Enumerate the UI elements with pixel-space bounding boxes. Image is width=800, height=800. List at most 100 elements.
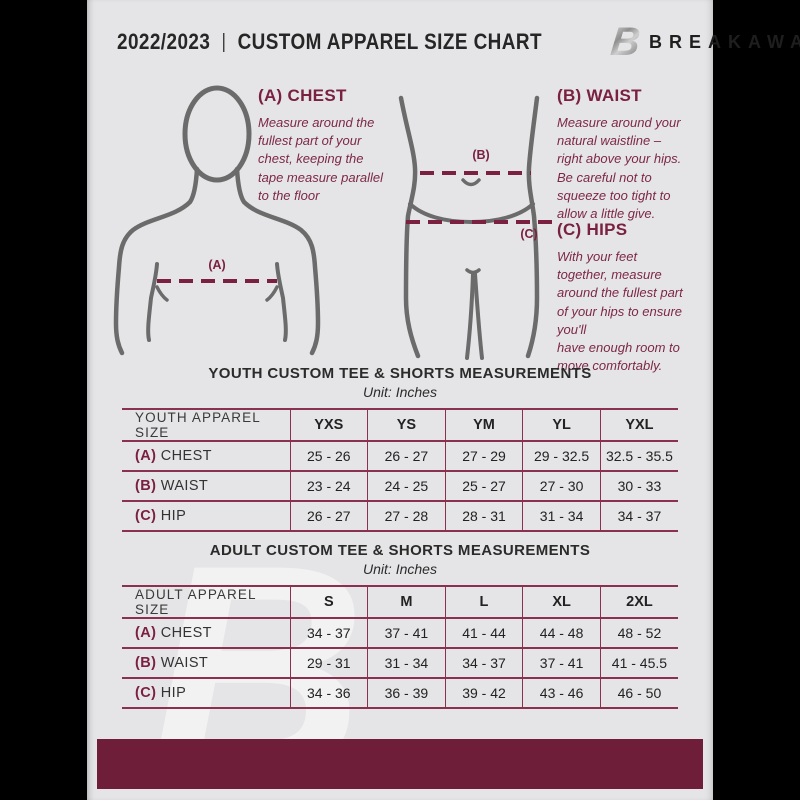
table-cell: 31 - 34 (367, 647, 446, 678)
table-cell: 27 - 28 (367, 500, 446, 532)
table-cell: 43 - 46 (522, 677, 601, 709)
table-cell: 29 - 32.5 (522, 440, 601, 471)
figure-right-chest-line (275, 262, 288, 342)
adult-table-title: ADULT CUSTOM TEE & SHORTS MEASUREMENTS (209, 542, 591, 559)
table-cell: 39 - 42 (444, 677, 523, 709)
table-cell: 25 - 27 (444, 470, 523, 501)
figure-right-inner-leg (473, 272, 484, 360)
brand-name: BREAKAWAY (649, 31, 800, 52)
waist-heading: (B) WAIST (557, 86, 642, 105)
adult-size-col-2xl: 2XL (599, 585, 678, 618)
table-cell: 26 - 27 (367, 440, 446, 471)
adult-waist-row-label: (B) WAIST (122, 647, 290, 678)
figure-waistband-curve (408, 202, 535, 225)
adult-waist-row: (B) WAIST 29 - 31 31 - 34 34 - 37 37 - 4… (122, 647, 678, 678)
youth-chest-row: (A) CHEST 25 - 26 26 - 27 27 - 29 29 - 3… (122, 440, 678, 471)
hips-measure-label: (C) (520, 227, 538, 241)
table-cell: 48 - 52 (599, 617, 678, 648)
table-cell: 26 - 27 (289, 500, 368, 532)
adult-hip-row-label: (C) HIP (122, 677, 290, 709)
adult-hip-row: (C) HIP 34 - 36 36 - 39 39 - 42 43 - 46 … (122, 677, 678, 709)
youth-size-table: YOUTH APPAREL SIZE YXS YS YM YL YXL (A) … (122, 408, 678, 532)
table-cell: 24 - 25 (367, 470, 446, 501)
chest-figure-illustration (113, 85, 321, 356)
footer-accent-bar (97, 739, 703, 789)
table-cell: 34 - 37 (289, 617, 368, 648)
brand-group: B BREAKAWAY (608, 20, 800, 64)
waist-hips-figure-illustration (398, 95, 557, 360)
hips-heading: (C) HIPS (557, 220, 628, 239)
table-cell: 36 - 39 (367, 677, 446, 709)
table-cell: 37 - 41 (522, 647, 601, 678)
adult-table-header-row: ADULT APPAREL SIZE S M L XL 2XL (122, 585, 678, 618)
table-cell: 29 - 31 (289, 647, 368, 678)
youth-size-col-ys: YS (367, 408, 446, 441)
figure-right-shoulder-arm (234, 166, 321, 356)
youth-waist-row: (B) WAIST 23 - 24 24 - 25 25 - 27 27 - 3… (122, 470, 678, 501)
table-cell: 25 - 26 (289, 440, 368, 471)
table-cell: 30 - 33 (599, 470, 678, 501)
figure-head (182, 85, 252, 183)
adult-size-col-l: L (444, 585, 523, 618)
adult-size-col-m: M (367, 585, 446, 618)
table-cell: 37 - 41 (367, 617, 446, 648)
figure-right-armpit (265, 285, 279, 302)
table-cell: 41 - 44 (444, 617, 523, 648)
table-cell: 44 - 48 (522, 617, 601, 648)
chest-description-block: (A) CHEST Measure around the fullest par… (258, 86, 430, 205)
figure-left-armpit (155, 285, 169, 302)
waist-description-block: (B) WAIST Measure around your natural wa… (557, 86, 729, 223)
youth-chest-row-label: (A) CHEST (122, 440, 290, 471)
table-cell: 32.5 - 35.5 (599, 440, 678, 471)
youth-size-col-yxl: YXL (599, 408, 678, 441)
content-layer: 2022/2023 | CUSTOM APPAREL SIZE CHART B … (87, 0, 800, 800)
figure-left-shoulder-arm (113, 166, 200, 356)
table-cell: 23 - 24 (289, 470, 368, 501)
chest-measure-label: (A) (208, 258, 226, 272)
youth-table-title: YOUTH CUSTOM TEE & SHORTS MEASUREMENTS (208, 365, 592, 382)
figure-left-inner-leg (465, 272, 475, 360)
header-divider: | (221, 30, 227, 53)
season-label: 2022/2023 (117, 29, 211, 54)
adult-size-col-s: S (289, 585, 368, 618)
youth-apparel-size-label: YOUTH APPAREL SIZE (122, 408, 290, 441)
hips-instructions: With your feet together, measure around … (557, 249, 683, 374)
waist-measure-label: (B) (472, 148, 490, 162)
adult-table-unit: Unit: Inches (363, 561, 437, 577)
figure-right-waist-outline (525, 95, 540, 359)
youth-size-col-yxs: YXS (289, 408, 368, 441)
adult-size-table: ADULT APPAREL SIZE S M L XL 2XL (A) CHES… (122, 585, 678, 709)
figure-navel (461, 178, 481, 187)
table-cell: 27 - 29 (444, 440, 523, 471)
table-cell: 27 - 30 (522, 470, 601, 501)
table-cell: 46 - 50 (599, 677, 678, 709)
table-cell: 41 - 45.5 (599, 647, 678, 678)
figure-left-chest-line (146, 262, 159, 342)
table-cell: 28 - 31 (444, 500, 523, 532)
adult-chest-row-label: (A) CHEST (122, 617, 290, 648)
table-cell: 34 - 37 (599, 500, 678, 532)
waist-instructions: Measure around your natural waistline – … (557, 115, 682, 221)
youth-size-col-yl: YL (522, 408, 601, 441)
youth-table-header-row: YOUTH APPAREL SIZE YXS YS YM YL YXL (122, 408, 678, 441)
youth-hip-row-label: (C) HIP (122, 500, 290, 532)
adult-apparel-size-label: ADULT APPAREL SIZE (122, 585, 290, 618)
breakaway-logo-icon: B (608, 20, 643, 64)
page-title: CUSTOM APPAREL SIZE CHART (237, 29, 542, 54)
table-cell: 34 - 36 (289, 677, 368, 709)
size-chart-page: B 2022/2023 | CUSTOM APPAREL SIZE CHART … (87, 0, 800, 800)
figure-left-waist-outline (398, 95, 421, 359)
youth-hip-row: (C) HIP 26 - 27 27 - 28 28 - 31 31 - 34 … (122, 500, 678, 532)
youth-table-unit: Unit: Inches (363, 384, 437, 400)
chest-heading: (A) CHEST (258, 86, 347, 105)
youth-waist-row-label: (B) WAIST (122, 470, 290, 501)
chest-instructions: Measure around the fullest part of your … (258, 115, 384, 203)
youth-size-col-ym: YM (444, 408, 523, 441)
header-title-group: 2022/2023 | CUSTOM APPAREL SIZE CHART (117, 29, 542, 55)
table-cell: 31 - 34 (522, 500, 601, 532)
hips-description-block: (C) HIPS With your feet together, measur… (557, 220, 729, 375)
adult-size-col-xl: XL (522, 585, 601, 618)
page-header: 2022/2023 | CUSTOM APPAREL SIZE CHART B … (117, 20, 800, 64)
table-cell: 34 - 37 (444, 647, 523, 678)
